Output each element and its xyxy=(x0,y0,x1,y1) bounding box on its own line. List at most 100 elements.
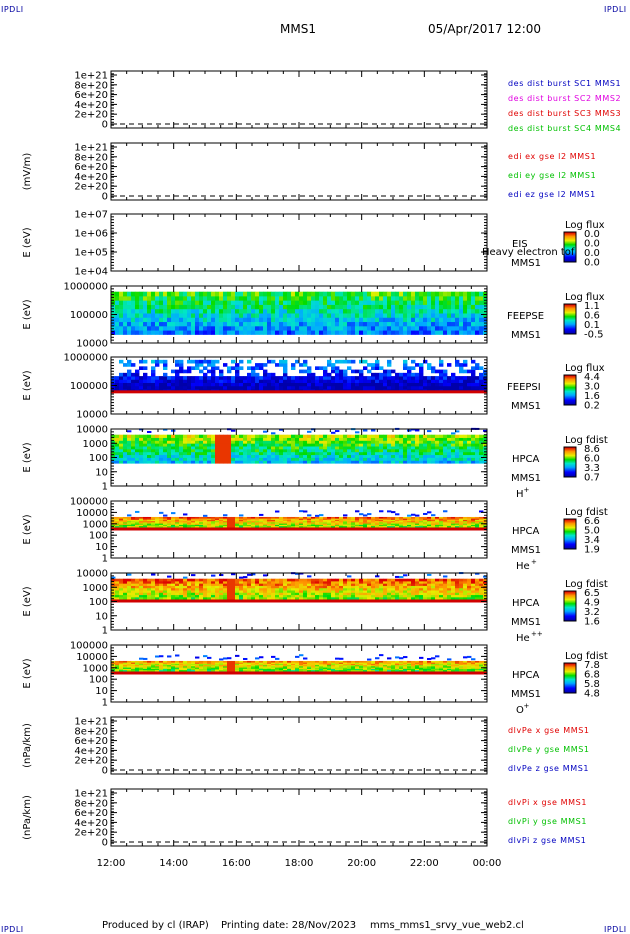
spectrogram-cell xyxy=(463,330,468,335)
spectrogram-cell xyxy=(419,379,424,383)
spectrogram-cell xyxy=(439,434,444,438)
spectrogram-cell xyxy=(295,379,300,383)
spectrogram-cell xyxy=(139,321,144,327)
spectrogram-cell xyxy=(363,437,368,441)
spectrogram-cell xyxy=(167,585,172,589)
spectrogram-cell xyxy=(239,443,244,447)
spectrogram-cell xyxy=(435,321,440,327)
spectrogram-cell xyxy=(151,376,156,380)
spectrogram-cell xyxy=(139,379,144,383)
spectrogram-cell xyxy=(183,523,188,525)
spectrogram-cell xyxy=(119,516,124,519)
spectrogram-cell xyxy=(391,518,396,520)
spectrogram-cell xyxy=(387,457,392,461)
spectrogram-cell xyxy=(279,519,284,522)
spectrogram-cell xyxy=(267,446,272,450)
spectrogram-cell xyxy=(235,379,240,383)
spectrogram-cell xyxy=(479,457,484,461)
spectrogram-cell xyxy=(123,519,128,522)
spectrogram-cell xyxy=(203,448,208,453)
spectrogram-cell xyxy=(387,520,392,523)
spectrogram-cell xyxy=(203,519,208,522)
spectrogram-cell xyxy=(187,521,192,524)
colorbar-segment xyxy=(564,539,576,541)
spectrogram-cell xyxy=(435,434,440,438)
spectrogram-cell xyxy=(411,518,416,520)
spectrogram-cell xyxy=(135,325,140,331)
spectrogram-cell xyxy=(119,518,124,520)
y-tick-label: 0 xyxy=(102,120,108,131)
spectrogram-cell xyxy=(479,295,484,301)
spectrogram-cell xyxy=(443,379,448,383)
spectrogram-cell xyxy=(399,304,404,310)
spectrogram-sparse-cell xyxy=(183,513,188,516)
spectrogram-cell xyxy=(295,443,300,447)
spectrogram-cell xyxy=(111,440,116,444)
spectrogram-cell xyxy=(431,382,436,387)
spectrogram-cell xyxy=(219,516,224,519)
spectrogram-cell xyxy=(167,376,172,380)
spectrogram-cell xyxy=(231,437,236,441)
spectrogram-cell xyxy=(219,580,224,584)
spectrogram-cell xyxy=(139,366,144,370)
colorbar-segment xyxy=(564,250,576,252)
spectrogram-cell xyxy=(151,451,156,456)
spectrogram-cell xyxy=(271,437,276,441)
spectrogram-cell xyxy=(463,519,468,522)
spectrogram-cell xyxy=(367,448,372,453)
spectrogram-cell xyxy=(115,385,120,390)
spectrogram-cell xyxy=(303,308,308,314)
colorbar-tick-label: 0.0 xyxy=(584,239,600,250)
spectrogram-cell xyxy=(287,295,292,301)
spectrogram-cell xyxy=(387,448,392,453)
spectrogram-cell xyxy=(335,443,340,447)
spectrogram-cell xyxy=(263,524,268,527)
spectrogram-cell xyxy=(159,317,164,323)
spectrogram-cell xyxy=(247,457,252,461)
spectrogram-cell xyxy=(323,382,328,387)
spectrogram-cell xyxy=(123,437,128,441)
spectrogram-cell xyxy=(203,520,208,523)
spectrogram-cell xyxy=(267,520,272,523)
spectrogram-cell xyxy=(335,300,340,305)
spectrogram-sparse-cell xyxy=(239,576,244,579)
spectrogram-cell xyxy=(395,304,400,310)
spectrogram-cell xyxy=(187,594,192,598)
spectrogram-cell xyxy=(435,457,440,461)
spectrogram-cell xyxy=(275,596,280,600)
spectrogram-cell xyxy=(299,523,304,525)
spectrogram-cell xyxy=(171,587,176,591)
y-tick-label: 1000000 xyxy=(63,353,108,364)
spectrogram-cell xyxy=(283,590,288,593)
spectrogram-cell xyxy=(199,521,204,524)
spectrogram-cell xyxy=(179,434,184,438)
spectrogram-cell xyxy=(211,382,216,387)
spectrogram-cell xyxy=(199,434,204,438)
spectrogram-cell xyxy=(151,325,156,331)
spectrogram-cell xyxy=(251,516,256,519)
spectrogram-cell xyxy=(339,359,344,364)
spectrogram-cell xyxy=(247,437,252,441)
spectrogram-cell xyxy=(219,518,224,520)
spectrogram-cell xyxy=(399,446,404,450)
spectrogram-cell xyxy=(115,321,120,327)
spectrogram-cell xyxy=(275,376,280,380)
spectrogram-cell xyxy=(435,521,440,524)
spectrogram-cell xyxy=(263,437,268,441)
spectrogram-cell xyxy=(399,520,404,523)
spectrogram-cell xyxy=(295,308,300,314)
spectrogram-cell xyxy=(323,437,328,441)
spectrogram-cell xyxy=(255,523,260,525)
spectrogram-cell xyxy=(343,376,348,380)
spectrogram-cell xyxy=(339,385,344,390)
spectrogram-cell xyxy=(155,587,160,591)
spectrogram-cell xyxy=(211,516,216,519)
spectrogram-cell xyxy=(239,291,244,297)
spectrogram-cell xyxy=(415,520,420,523)
colorbar-segment xyxy=(564,381,576,383)
spectrogram-cell xyxy=(259,580,264,584)
spectrogram-cell xyxy=(375,317,380,323)
spectrogram-cell xyxy=(475,518,480,520)
spectrogram-cell xyxy=(391,304,396,310)
spectrogram-cell xyxy=(247,594,252,598)
